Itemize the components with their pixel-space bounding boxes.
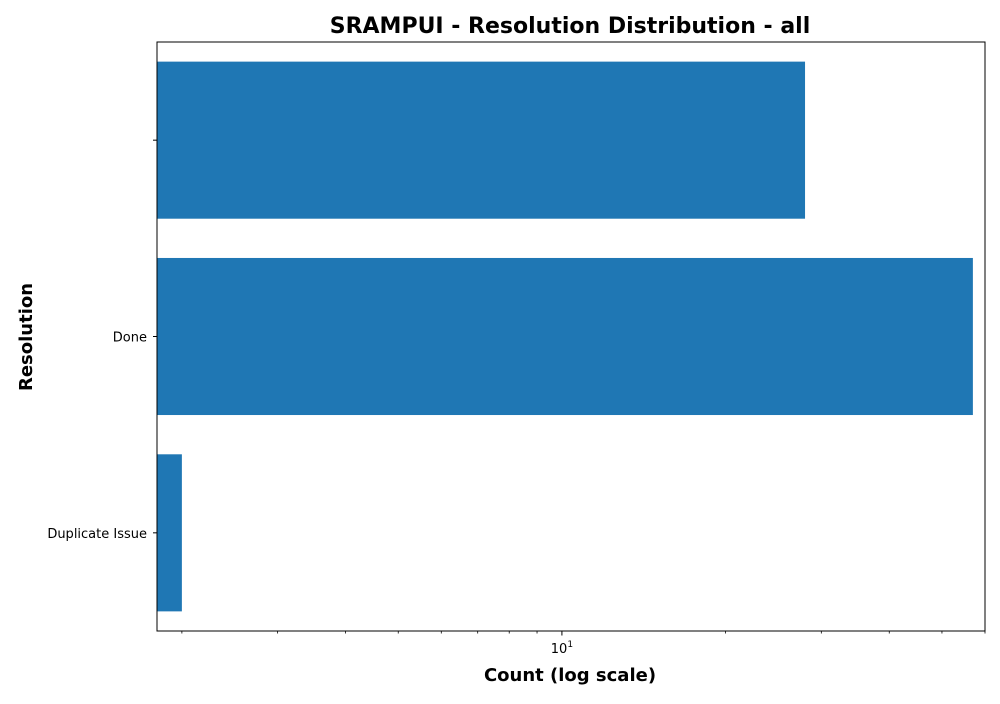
chart-title: SRAMPUI - Resolution Distribution - all bbox=[330, 14, 811, 39]
plot-area: Done Duplicate Issue 101 bbox=[47, 41, 986, 657]
bar-2 bbox=[157, 454, 182, 612]
bar-1 bbox=[157, 257, 973, 416]
y-axis-label: Resolution bbox=[16, 283, 37, 391]
y-tick-label-2: Duplicate Issue bbox=[47, 527, 147, 542]
bar-0 bbox=[157, 61, 806, 219]
y-tick-label-1: Done bbox=[113, 331, 147, 346]
plot-frame bbox=[156, 41, 986, 632]
x-tick-label-0: 101 bbox=[551, 640, 573, 657]
x-axis-label: Count (log scale) bbox=[484, 665, 656, 686]
